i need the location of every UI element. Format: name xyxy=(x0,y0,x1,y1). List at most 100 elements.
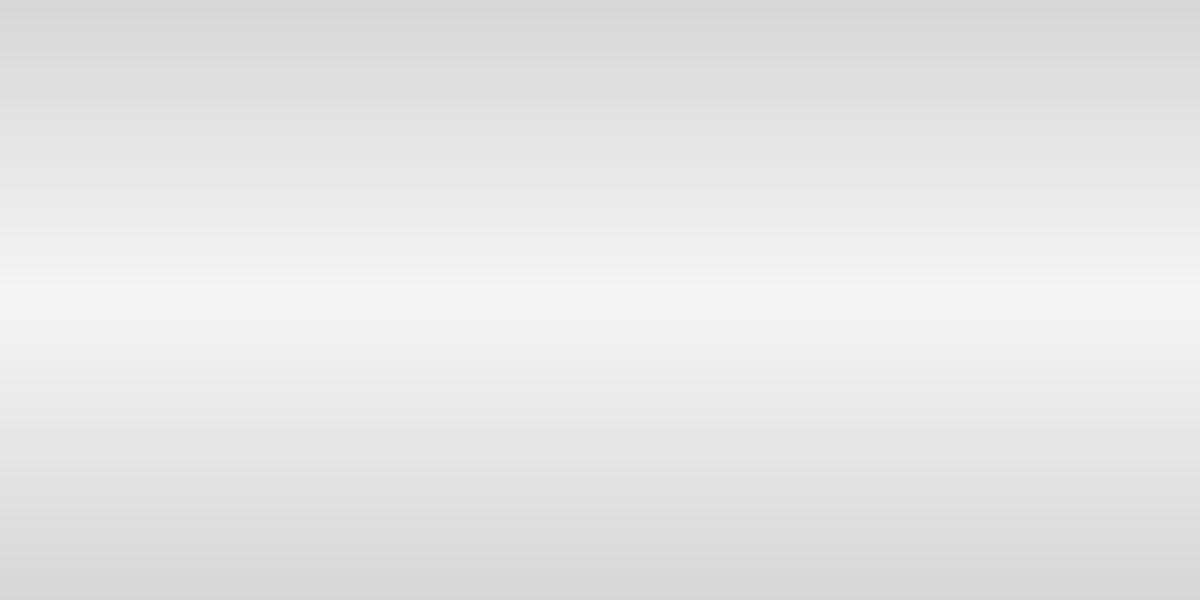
Bar xyxy=(0,426,1200,429)
Bar xyxy=(0,45,1200,48)
Bar xyxy=(0,36,1200,39)
Bar xyxy=(0,111,1200,114)
Bar xyxy=(0,366,1200,369)
Bar xyxy=(0,210,1200,213)
Bar xyxy=(0,189,1200,192)
Bar xyxy=(0,150,1200,153)
Bar xyxy=(0,39,1200,42)
Bar xyxy=(0,597,1200,600)
Bar xyxy=(0,324,1200,327)
Bar xyxy=(0,321,1200,324)
Bar xyxy=(0,57,1200,60)
Bar xyxy=(0,141,1200,144)
Bar xyxy=(0,474,1200,477)
Bar xyxy=(0,513,1200,516)
Bar xyxy=(0,501,1200,504)
Bar xyxy=(0,339,1200,342)
Bar xyxy=(0,402,1200,405)
Bar xyxy=(0,144,1200,147)
Bar xyxy=(0,297,1200,300)
Bar xyxy=(0,477,1200,480)
Bar xyxy=(0,102,1200,105)
Bar xyxy=(0,264,1200,267)
Bar xyxy=(0,204,1200,207)
Bar xyxy=(0,570,1200,573)
Bar xyxy=(0,390,1200,393)
Bar xyxy=(0,330,1200,333)
Bar xyxy=(0,27,1200,30)
Bar xyxy=(0,396,1200,399)
Bar xyxy=(0,177,1200,180)
Bar xyxy=(421,142,487,480)
Bar xyxy=(0,540,1200,543)
Bar xyxy=(0,591,1200,594)
Bar xyxy=(0,285,1200,288)
Bar xyxy=(0,120,1200,123)
Bar xyxy=(0,60,1200,63)
Bar xyxy=(839,146,906,480)
Bar xyxy=(0,351,1200,354)
Bar xyxy=(0,48,1200,51)
Bar xyxy=(0,588,1200,591)
Bar xyxy=(0,78,1200,81)
Bar xyxy=(0,228,1200,231)
Bar xyxy=(0,495,1200,498)
Bar xyxy=(0,138,1200,141)
Bar xyxy=(0,492,1200,495)
Bar xyxy=(0,561,1200,564)
Bar xyxy=(0,132,1200,135)
Bar xyxy=(0,555,1200,558)
Bar xyxy=(0,543,1200,546)
Bar xyxy=(0,30,1200,33)
Text: Automotive Fuel Rail Assembly Market, By Regional, 2023 & 2032: Automotive Fuel Rail Assembly Market, By… xyxy=(96,34,1200,63)
Bar xyxy=(0,360,1200,363)
Bar xyxy=(0,213,1200,216)
Bar xyxy=(0,72,1200,75)
Bar xyxy=(0,234,1200,237)
Bar xyxy=(0,465,1200,468)
Bar xyxy=(0,507,1200,510)
Bar xyxy=(0,288,1200,291)
Bar xyxy=(0,261,1200,264)
Bar xyxy=(0,579,1200,582)
Bar xyxy=(0,489,1200,492)
Bar xyxy=(0,435,1200,438)
Bar xyxy=(0,108,1200,111)
Bar xyxy=(0,300,1200,303)
Bar xyxy=(0,33,1200,36)
Bar xyxy=(0,99,1200,102)
Bar xyxy=(0,291,1200,294)
Bar xyxy=(0,483,1200,486)
Bar xyxy=(0,84,1200,87)
Bar xyxy=(982,338,1049,480)
Bar xyxy=(0,369,1200,372)
Bar xyxy=(0,315,1200,318)
Bar xyxy=(0,429,1200,432)
Bar xyxy=(0,534,1200,537)
Bar xyxy=(0,126,1200,129)
Legend: 2023, 2032: 2023, 2032 xyxy=(634,120,882,158)
Bar xyxy=(0,345,1200,348)
Bar xyxy=(1049,145,1116,480)
Bar xyxy=(0,552,1200,555)
Bar xyxy=(0,222,1200,225)
Bar xyxy=(0,468,1200,471)
Bar xyxy=(0,441,1200,444)
Bar xyxy=(0,582,1200,585)
Bar xyxy=(0,333,1200,336)
Bar xyxy=(0,255,1200,258)
Bar xyxy=(0,432,1200,435)
Bar xyxy=(0,231,1200,234)
Bar xyxy=(0,594,1200,597)
Bar xyxy=(0,504,1200,507)
Bar xyxy=(0,384,1200,387)
Bar xyxy=(0,93,1200,96)
Bar xyxy=(0,528,1200,531)
Bar xyxy=(0,279,1200,282)
Bar xyxy=(0,573,1200,576)
Bar xyxy=(0,135,1200,138)
Bar xyxy=(0,462,1200,465)
Bar xyxy=(0,312,1200,315)
Bar xyxy=(0,270,1200,273)
Bar xyxy=(0,159,1200,162)
